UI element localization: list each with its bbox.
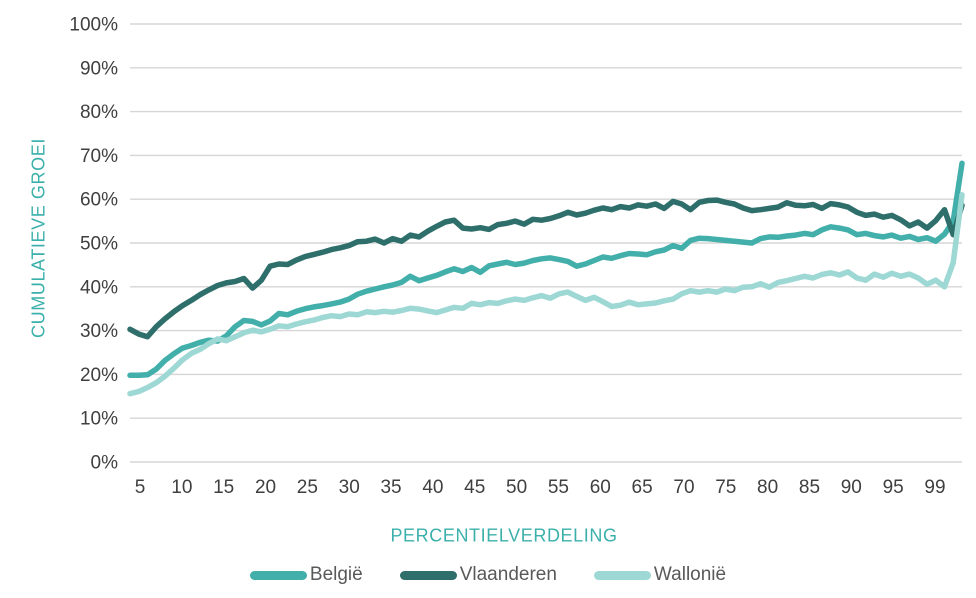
series-line-belgie (127, 160, 965, 379)
x-tick-label: 45 (464, 477, 485, 498)
y-tick-label: 20% (80, 365, 118, 386)
y-tick-label: 10% (80, 409, 118, 430)
legend-label-vlaanderen: Vlaanderen (459, 564, 557, 585)
y-tick-label: 50% (80, 234, 118, 255)
y-tick-label: 90% (80, 58, 118, 79)
x-tick-label: 15 (213, 477, 234, 498)
legend-label-wallonie: Wallonië (653, 564, 727, 585)
legend-item-wallonie: Wallonië (593, 564, 727, 586)
y-tick-label: 0% (91, 453, 119, 474)
x-tick-label: 55 (548, 477, 569, 498)
legend-item-belgie: België (249, 564, 363, 586)
x-axis-title: PERCENTIELVERDELING (390, 525, 618, 546)
legend-swatch-belgie (249, 570, 307, 580)
y-axis-title: CUMULATIEVE GROEI (28, 138, 49, 338)
y-tick-label: 60% (80, 190, 118, 211)
x-tick-label: 40 (422, 477, 443, 498)
x-tick-label: 20 (255, 477, 276, 498)
x-tick-label: 60 (590, 477, 611, 498)
legend-swatch-vlaanderen (399, 570, 457, 580)
x-tick-label: 25 (297, 477, 318, 498)
x-tick-label: 50 (506, 477, 527, 498)
legend-swatch-wallonie (593, 570, 651, 580)
x-tick-label: 10 (171, 477, 192, 498)
x-tick-label: 30 (339, 477, 360, 498)
legend-item-vlaanderen: Vlaanderen (399, 564, 557, 586)
y-tick-label: 100% (69, 15, 118, 36)
y-tick-label: 30% (80, 321, 118, 342)
x-tick-label: 99 (924, 477, 945, 498)
x-tick-label: 80 (757, 477, 778, 498)
x-tick-label: 75 (715, 477, 736, 498)
x-tick-label: 65 (632, 477, 653, 498)
y-tick-label: 80% (80, 102, 118, 123)
series-line-vlaanderen (127, 197, 965, 340)
x-tick-label: 5 (135, 477, 146, 498)
series-line-wallonie (127, 192, 965, 397)
legend: België Vlaanderen Wallonië (0, 564, 976, 586)
legend-label-belgie: België (309, 564, 363, 585)
x-tick-label: 35 (380, 477, 401, 498)
x-tick-label: 90 (841, 477, 862, 498)
x-tick-label: 85 (799, 477, 820, 498)
y-tick-label: 40% (80, 277, 118, 298)
y-tick-label: 70% (80, 146, 118, 167)
x-tick-label: 70 (673, 477, 694, 498)
x-tick-label: 95 (883, 477, 904, 498)
